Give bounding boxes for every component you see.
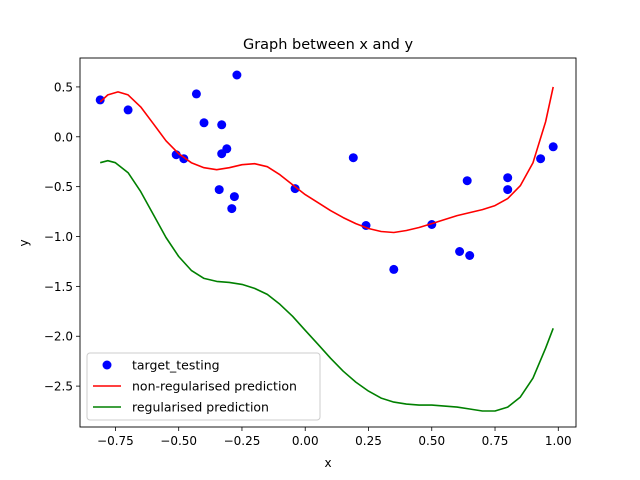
series-line xyxy=(99,159,554,412)
x-tick-label: 0.50 xyxy=(418,434,445,448)
scatter-point xyxy=(503,173,513,183)
scatter-series xyxy=(95,70,558,274)
y-tick-label: −1.5 xyxy=(44,280,73,294)
scatter-point xyxy=(290,184,300,194)
series-line xyxy=(99,86,554,234)
plot-frame xyxy=(79,57,577,428)
legend: target_testing non-regularised prediction… xyxy=(86,352,321,421)
y-tick-label: 0.0 xyxy=(54,130,73,144)
scatter-point xyxy=(232,70,242,80)
scatter-point xyxy=(229,192,239,202)
scatter-point xyxy=(123,105,133,115)
legend-label: regularised prediction xyxy=(132,400,269,415)
scatter-point xyxy=(455,247,465,256)
scatter-point xyxy=(348,153,358,163)
x-tick-label: 1.00 xyxy=(545,434,572,448)
scatter-point xyxy=(227,204,237,214)
scatter-point xyxy=(214,185,224,195)
scatter-point xyxy=(389,264,399,274)
scatter-point xyxy=(222,144,232,154)
x-tick-label: 0.25 xyxy=(355,434,382,448)
plot-area xyxy=(79,57,577,428)
y-tick-label: −2.5 xyxy=(44,380,73,394)
scatter-point xyxy=(503,185,513,195)
x-tick-label: −0.25 xyxy=(224,434,261,448)
legend-label: target_testing xyxy=(132,358,220,373)
y-tick-label: 0.5 xyxy=(54,80,73,94)
y-axis-label: y xyxy=(17,239,31,246)
y-tick-label: −2.0 xyxy=(44,330,73,344)
legend-box xyxy=(86,352,321,421)
x-tick-label: 0.00 xyxy=(292,434,319,448)
x-axis-label: x xyxy=(324,456,331,470)
legend-label: non-regularised prediction xyxy=(132,379,297,394)
scatter-point xyxy=(548,142,558,152)
scatter-point xyxy=(217,120,227,130)
x-tick-label: −0.75 xyxy=(97,434,134,448)
scatter-point xyxy=(462,176,472,186)
scatter-point xyxy=(191,89,201,99)
legend-marker xyxy=(102,360,112,370)
y-tick-label: −1.0 xyxy=(44,230,73,244)
y-axis-ticks: 0.5 0.0 −0.5 −1.0 −1.5 −2.0 −2.5 xyxy=(44,80,80,394)
scatter-point xyxy=(536,154,546,164)
chart-title: Graph between x and y xyxy=(243,37,413,53)
scatter-point xyxy=(95,95,105,105)
x-tick-label: 0.75 xyxy=(482,434,509,448)
x-axis-ticks: −0.75 −0.50 −0.25 0.00 0.25 0.50 0.75 1.00 xyxy=(97,427,572,448)
scatter-point xyxy=(465,251,475,260)
x-tick-label: −0.50 xyxy=(160,434,197,448)
scatter-point xyxy=(199,118,209,128)
y-tick-label: −0.5 xyxy=(44,180,73,194)
